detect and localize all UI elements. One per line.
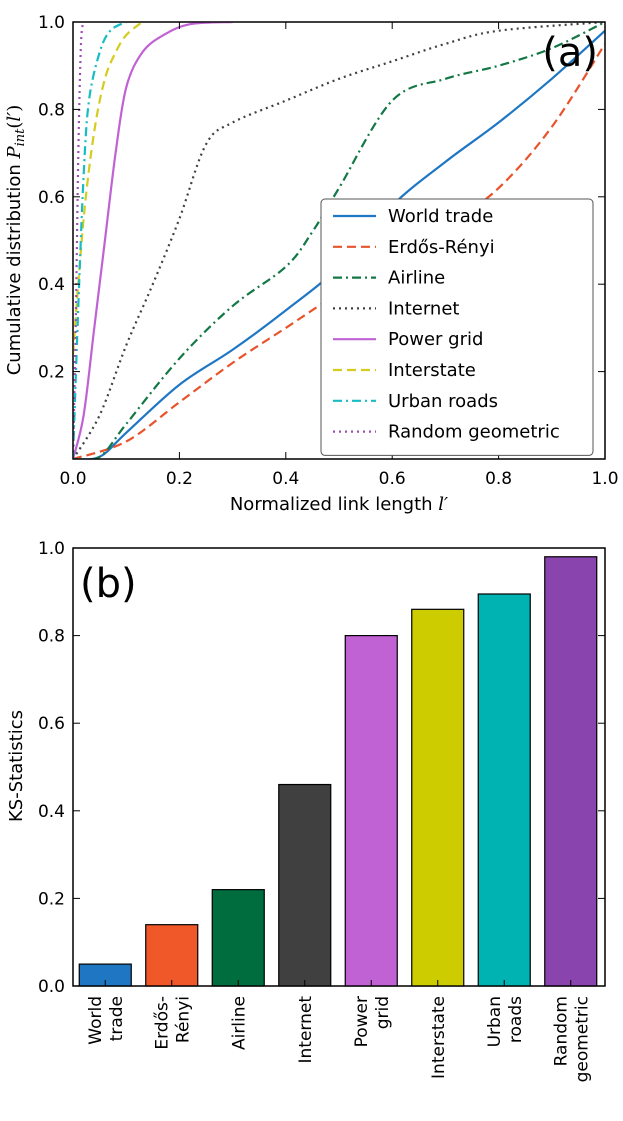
y-tick-label-b: 1.0	[38, 539, 65, 559]
series-line-2	[73, 22, 605, 459]
y-tick-label-b: 0.0	[38, 977, 65, 997]
x-tick-label-a: 0.2	[166, 469, 193, 489]
legend-entry: Airline	[388, 268, 445, 289]
x-tick-label-a: 0.6	[379, 469, 406, 489]
legend-entry: Random geometric	[388, 422, 560, 443]
panel-label-a: (a)	[542, 30, 598, 76]
x-tick-label-a: 0.4	[272, 469, 299, 489]
category-label: Rényi	[173, 996, 193, 1043]
bars-b: World trade Erdős- Rényi Airline Internet Powe…	[78, 556, 598, 1082]
category-label: Interstate	[429, 996, 449, 1079]
panel-label-b: (b)	[80, 561, 137, 607]
frame-b	[72, 547, 606, 987]
y-tick-label-b: 0.4	[38, 802, 65, 822]
x-tick-label-a: 0.0	[59, 469, 86, 489]
x-tick-label-a: 1.0	[591, 469, 618, 489]
y-tick-label-b: 0.8	[38, 627, 65, 647]
category-label: grid	[373, 996, 393, 1029]
frame-a	[72, 21, 606, 460]
bar-2	[211, 889, 265, 987]
legend-entry: Power grid	[388, 329, 483, 350]
category-label: trade	[107, 996, 127, 1041]
y-axis-label-b: KS-Statistics	[6, 710, 27, 822]
line-chart-panel-a: 0.0 0.2 0.4 0.6 0.8 1.0 0.2 0.4 0.6 0.8 1.0 (a) No…	[4, 13, 619, 515]
x-axis-label-a: Normalized link length l′	[230, 494, 448, 515]
bar-5	[411, 608, 465, 987]
axis-ticks-a: 0.0 0.2 0.4 0.6 0.8 1.0 0.2 0.4 0.6 0.8 1.0	[38, 13, 619, 489]
series-line-1	[73, 43, 605, 459]
category-label: Internet	[296, 996, 316, 1064]
series-line-3	[73, 22, 605, 459]
legend-entry: World trade	[388, 206, 493, 227]
y-tick-label-a: 0.4	[38, 275, 65, 295]
category-label: geometric	[572, 996, 592, 1082]
category-label: Power	[352, 996, 372, 1047]
bar-chart-panel-b: World trade Erdős- Rényi Airline Internet Powe…	[6, 539, 606, 1082]
legend-entry: Erdős-Rényi	[388, 237, 495, 258]
y-tick-label-a: 0.2	[38, 363, 65, 383]
category-label: World	[86, 996, 106, 1045]
y-tick-label-a: 1.0	[38, 13, 65, 33]
category-label: Random	[551, 996, 571, 1066]
bar-1	[145, 924, 199, 987]
series-line-4	[73, 22, 233, 459]
legend-entry: Urban roads	[388, 391, 498, 412]
legend-entry: Internet	[388, 298, 459, 319]
y-tick-label-a: 0.8	[38, 100, 65, 120]
y-tick-label-b: 0.2	[38, 889, 65, 909]
category-label: Airline	[229, 996, 249, 1050]
series-line-7	[73, 22, 85, 459]
x-tick-label-a: 0.8	[485, 469, 512, 489]
series-line-6	[73, 22, 127, 459]
bar-6	[477, 593, 531, 987]
category-label: roads	[506, 996, 526, 1043]
category-label: Urban	[485, 996, 505, 1047]
legend-a: World trade Erdős-Rényi Airline Internet Pow…	[320, 198, 594, 456]
bar-7	[544, 556, 598, 987]
axis-ticks-b: 0.0 0.2 0.4 0.6 0.8 1.0	[38, 539, 605, 997]
bar-3	[278, 783, 332, 987]
y-tick-label-b: 0.6	[38, 714, 65, 734]
bar-4	[344, 634, 398, 987]
legend-entry: Interstate	[388, 360, 476, 381]
category-label: Erdős-	[152, 996, 172, 1050]
series-lines-a	[73, 22, 605, 459]
y-tick-label-a: 0.6	[38, 188, 65, 208]
legend-box	[320, 198, 594, 456]
y-axis-label-a: Cumulative distribution Pint(l′)	[4, 105, 28, 376]
series-line-5	[73, 22, 143, 355]
